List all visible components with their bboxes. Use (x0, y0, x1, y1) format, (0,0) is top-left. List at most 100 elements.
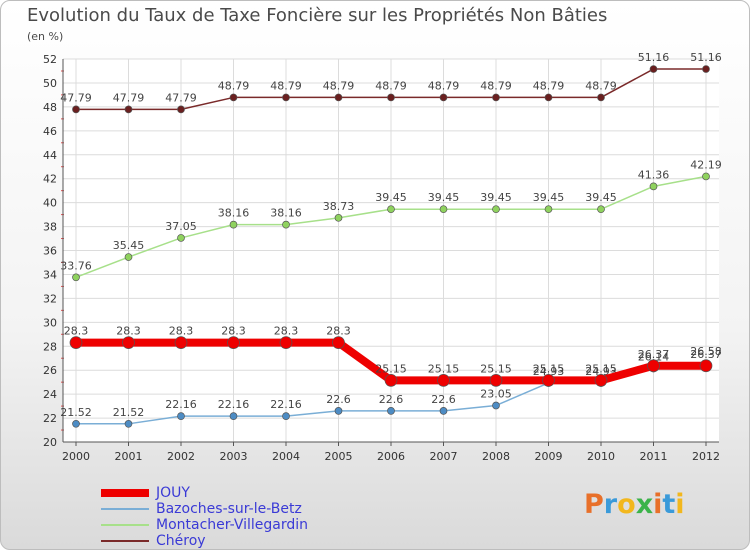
data-point-bazoches-sur-le-betz (492, 401, 500, 410)
data-label-jouy: 25.15 (585, 362, 617, 375)
data-point-bazoches-sur-le-betz (282, 412, 290, 420)
data-label-cheroy: 48.79 (585, 79, 617, 92)
y-tick-label: 40 (43, 197, 57, 210)
data-label-montacher-villegardin: 39.45 (375, 191, 407, 204)
data-label-bazoches-sur-le-betz: 22.16 (270, 398, 302, 411)
data-point-jouy (227, 336, 240, 350)
data-point-montacher-villegardin (387, 205, 395, 214)
legend-label-montacher: Montacher-Villegardin (156, 517, 309, 533)
data-label-montacher-villegardin: 38.73 (323, 200, 355, 213)
data-label-cheroy: 48.79 (270, 79, 302, 92)
unit-label: (en %) (27, 30, 64, 43)
data-label-cheroy: 48.79 (323, 79, 355, 92)
data-label-bazoches-sur-le-betz: 22.16 (218, 398, 250, 411)
data-point-bazoches-sur-le-betz (72, 419, 80, 428)
data-label-montacher-villegardin: 33.76 (60, 259, 92, 272)
data-label-jouy: 25.15 (480, 362, 512, 375)
data-point-bazoches-sur-le-betz (124, 419, 133, 428)
x-tick-label: 2008 (482, 450, 510, 463)
data-label-cheroy: 51.16 (690, 51, 722, 64)
data-point-cheroy (649, 65, 658, 73)
y-tick-label: 52 (43, 53, 57, 66)
data-point-jouy (174, 336, 188, 350)
data-point-cheroy (334, 93, 343, 102)
x-tick-label: 2011 (640, 450, 668, 463)
y-tick-label: 24 (43, 388, 57, 401)
data-point-cheroy (544, 93, 553, 102)
data-label-montacher-villegardin: 38.16 (218, 207, 250, 220)
data-point-montacher-villegardin (229, 220, 238, 229)
data-point-cheroy (492, 93, 500, 102)
data-point-montacher-villegardin (282, 220, 290, 229)
data-label-montacher-villegardin: 38.16 (270, 207, 302, 220)
data-point-jouy (489, 374, 503, 387)
logo-letter: x (635, 489, 654, 520)
data-label-jouy: 25.15 (533, 362, 565, 375)
x-tick-label: 2000 (62, 450, 90, 463)
x-tick-label: 2002 (167, 450, 195, 463)
data-label-bazoches-sur-le-betz: 21.52 (113, 406, 145, 419)
y-tick-label: 30 (43, 316, 57, 329)
data-point-bazoches-sur-le-betz (334, 407, 343, 415)
data-label-jouy: 25.15 (375, 362, 407, 375)
logo-letter: i (653, 489, 663, 520)
data-point-cheroy (387, 93, 395, 102)
data-point-montacher-villegardin (492, 205, 500, 214)
data-label-jouy: 28.3 (64, 325, 89, 338)
y-tick-label: 36 (43, 245, 57, 258)
data-point-cheroy (597, 93, 605, 102)
data-label-bazoches-sur-le-betz: 22.6 (379, 393, 404, 406)
data-point-montacher-villegardin (439, 205, 448, 214)
data-label-montacher-villegardin: 42.19 (690, 158, 722, 171)
legend-swatch-montacher (101, 524, 149, 526)
data-point-cheroy (72, 105, 80, 114)
data-point-cheroy (124, 105, 133, 114)
logo-letter: o (617, 489, 636, 520)
data-label-cheroy: 47.79 (165, 91, 197, 104)
y-tick-label: 38 (43, 221, 57, 234)
x-tick-label: 2003 (220, 450, 248, 463)
data-point-bazoches-sur-le-betz (387, 407, 395, 415)
data-label-bazoches-sur-le-betz: 22.6 (431, 393, 456, 406)
data-label-montacher-villegardin: 35.45 (113, 239, 145, 252)
data-point-jouy (122, 336, 135, 350)
data-label-cheroy: 48.79 (428, 79, 460, 92)
x-tick-label: 2001 (115, 450, 143, 463)
data-point-bazoches-sur-le-betz (177, 412, 185, 420)
logo-letter: r (603, 489, 618, 520)
chart-title: Evolution du Taux de Taxe Foncière sur l… (27, 5, 608, 26)
data-label-bazoches-sur-le-betz: 26.14 (638, 351, 670, 364)
y-tick-label: 50 (43, 77, 57, 90)
data-point-jouy (542, 374, 555, 387)
data-label-bazoches-sur-le-betz: 22.16 (165, 398, 197, 411)
y-tick-label: 42 (43, 173, 57, 186)
data-label-jouy: 28.3 (274, 325, 299, 338)
data-label-cheroy: 48.79 (533, 79, 565, 92)
x-tick-label: 2009 (535, 450, 563, 463)
logo-letter: P (584, 489, 604, 520)
data-point-montacher-villegardin (72, 273, 80, 282)
legend-label-bazoches: Bazoches-sur-le-Betz (156, 501, 302, 517)
data-point-bazoches-sur-le-betz (439, 407, 448, 415)
data-point-jouy (279, 336, 293, 350)
data-point-montacher-villegardin (334, 213, 343, 222)
y-tick-label: 46 (43, 125, 57, 138)
data-label-jouy: 28.3 (169, 325, 194, 338)
data-label-cheroy: 47.79 (113, 91, 145, 104)
data-label-bazoches-sur-le-betz: 21.52 (60, 406, 92, 419)
proxiti-logo[interactable]: Proxiti (584, 489, 685, 520)
data-point-cheroy (702, 65, 710, 73)
data-label-jouy: 26.37 (638, 348, 670, 361)
data-point-jouy (437, 374, 450, 387)
data-label-bazoches-sur-le-betz: 26.58 (690, 345, 722, 358)
data-label-jouy: 25.15 (428, 362, 460, 375)
data-label-cheroy: 48.79 (218, 79, 250, 92)
x-tick-label: 2007 (430, 450, 458, 463)
data-label-cheroy: 47.79 (60, 91, 92, 104)
logo-letter: t (662, 489, 676, 520)
y-tick-label: 32 (43, 292, 57, 305)
legend-swatch-bazoches (101, 508, 149, 510)
data-point-jouy (69, 336, 83, 350)
